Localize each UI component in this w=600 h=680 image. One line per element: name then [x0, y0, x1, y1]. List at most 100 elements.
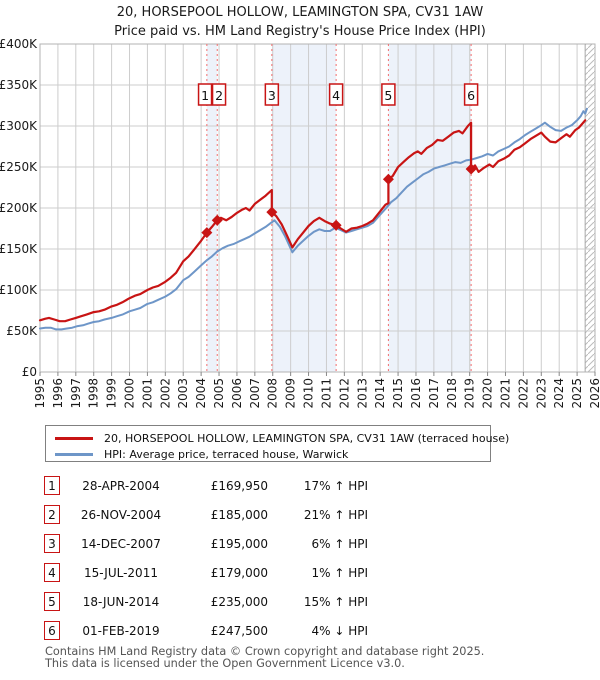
x-axis-tick-label: 2013: [355, 378, 369, 409]
transaction-number-badge: 2: [44, 505, 60, 524]
transaction-price: £235,000: [210, 594, 268, 609]
x-axis-tick-label: 2015: [391, 378, 405, 409]
table-row: 6 01-FEB-2019 £247,500 4% ↓ HPI: [44, 616, 368, 645]
x-axis-tick-label: 2020: [481, 378, 495, 409]
table-row: 5 18-JUN-2014 £235,000 15% ↑ HPI: [44, 587, 368, 616]
x-axis-tick-label: 2009: [284, 378, 298, 409]
transaction-price: £179,000: [210, 565, 268, 580]
hpi-line-swatch: [55, 452, 93, 456]
transaction-marker: [330, 219, 342, 231]
x-axis-tick-label: 2010: [302, 378, 316, 409]
x-axis-tick-label: 2017: [427, 378, 441, 409]
x-axis-tick-label: 2014: [373, 378, 387, 409]
x-axis-tick-label: 2001: [140, 378, 154, 409]
transaction-price: £169,950: [210, 478, 268, 493]
transaction-label: 4: [332, 88, 340, 103]
y-axis-tick-label: £50K: [6, 324, 38, 338]
x-axis-tick-label: 2023: [534, 378, 548, 409]
x-axis-tick-label: 2011: [319, 378, 333, 409]
x-axis-tick-label: 2016: [409, 378, 423, 409]
transaction-hpi-delta: 4% ↓ HPI: [311, 623, 368, 638]
transaction-date: 18-JUN-2014: [82, 594, 160, 609]
x-axis-tick-label: 1996: [51, 378, 65, 409]
x-axis-tick-label: 2006: [230, 378, 244, 409]
transaction-table: 1 28-APR-2004 £169,950 17% ↑ HPI 2 26-NO…: [44, 471, 368, 645]
y-axis-tick-label: £400K: [0, 37, 38, 51]
series-line-hpi: [39, 107, 588, 331]
transaction-marker: [382, 173, 394, 185]
legend-row-property: 20, HORSEPOOL HOLLOW, LEAMINGTON SPA, CV…: [55, 430, 509, 446]
footer-line2: This data is licensed under the Open Gov…: [45, 656, 405, 670]
table-row: 3 14-DEC-2007 £195,000 6% ↑ HPI: [44, 529, 368, 558]
legend-row-hpi: HPI: Average price, terraced house, Warw…: [55, 446, 490, 462]
x-axis-tick-label: 1999: [105, 378, 119, 409]
transaction-label: 6: [467, 88, 475, 103]
transaction-number-badge: 5: [44, 592, 60, 611]
transaction-label-box: [264, 83, 280, 106]
transaction-marker: [201, 227, 213, 239]
legend-label-hpi: HPI: Average price, terraced house, Warw…: [104, 447, 349, 461]
transaction-price: £247,500: [210, 623, 268, 638]
x-axis-tick-label: 2004: [194, 378, 208, 409]
transaction-hpi-delta: 17% ↑ HPI: [303, 478, 368, 493]
y-axis-tick-label: £0: [22, 365, 37, 379]
transaction-date: 26-NOV-2004: [80, 507, 162, 522]
transaction-label-box: [328, 83, 344, 106]
x-axis-tick-label: 2026: [588, 378, 600, 409]
price-history-chart: 1 2 3 4 5 6 £0 £50K £100K £150K £200K £250K £300K £35…: [0, 37, 600, 409]
chart-title-line2: Price paid vs. HM Land Registry's House …: [114, 24, 486, 39]
transaction-marker: [211, 214, 223, 226]
transaction-date: 28-APR-2004: [82, 478, 160, 493]
transaction-label-box: [211, 83, 227, 106]
x-axis-tick-label: 1997: [69, 378, 83, 409]
x-axis-tick-label: 2005: [212, 378, 226, 409]
transaction-label: 2: [215, 88, 223, 103]
transaction-label: 3: [268, 88, 276, 103]
transaction-number-badge: 4: [44, 563, 60, 582]
transaction-hpi-delta: 6% ↑ HPI: [311, 536, 368, 551]
x-axis-tick-label: 2018: [445, 378, 459, 409]
x-axis-tick-label: 2025: [570, 378, 584, 409]
transaction-number-badge: 1: [44, 476, 60, 495]
footer-line1: Contains HM Land Registry data © Crown c…: [45, 645, 485, 658]
transaction-date: 01-FEB-2019: [82, 623, 160, 638]
y-axis-tick-label: £250K: [0, 160, 38, 174]
legend-label-property: 20, HORSEPOOL HOLLOW, LEAMINGTON SPA, CV…: [104, 431, 510, 445]
transaction-date: 14-DEC-2007: [81, 536, 161, 551]
x-axis-tick-label: 2003: [176, 378, 190, 409]
chart-title: 20, HORSEPOOL HOLLOW, LEAMINGTON SPA, CV…: [0, 3, 600, 41]
transaction-hpi-delta: 15% ↑ HPI: [303, 594, 368, 609]
x-axis-tick-label: 1995: [33, 378, 47, 409]
x-axis-tick-label: 2019: [463, 378, 477, 409]
property-line-swatch: [55, 436, 93, 440]
transaction-date: 15-JUL-2011: [84, 565, 158, 580]
y-axis-tick-label: £100K: [0, 283, 38, 297]
transaction-hpi-delta: 1% ↑ HPI: [311, 565, 368, 580]
x-axis-tick-label: 1998: [87, 378, 101, 409]
x-axis-tick-label: 2022: [516, 378, 530, 409]
y-axis-tick-label: £350K: [0, 78, 38, 92]
transaction-marker: [465, 163, 477, 175]
x-axis-tick-label: 2012: [337, 378, 351, 409]
transaction-label: 1: [201, 88, 209, 103]
transaction-price: £185,000: [210, 507, 268, 522]
x-axis-tick-label: 2008: [266, 378, 280, 409]
y-axis-tick-label: £150K: [0, 242, 38, 256]
table-row: 4 15-JUL-2011 £179,000 1% ↑ HPI: [44, 558, 368, 587]
transaction-label-box: [463, 83, 479, 106]
transaction-label-box: [381, 83, 396, 106]
table-row: 2 26-NOV-2004 £185,000 21% ↑ HPI: [44, 500, 368, 529]
transaction-hpi-delta: 21% ↑ HPI: [303, 507, 368, 522]
x-axis-tick-label: 2000: [123, 378, 137, 409]
y-axis-tick-label: £300K: [0, 119, 38, 133]
transaction-label: 5: [384, 88, 392, 103]
x-axis-tick-label: 2007: [248, 378, 262, 409]
table-row: 1 28-APR-2004 £169,950 17% ↑ HPI: [44, 471, 368, 500]
copyright-footer: Contains HM Land Registry data © Crown c…: [45, 646, 484, 669]
series-line-property: [38, 119, 587, 323]
x-axis-tick-label: 2024: [552, 378, 566, 409]
plot-border: [39, 43, 596, 373]
x-axis-tick-label: 2002: [158, 378, 172, 409]
transaction-price: £195,000: [210, 536, 268, 551]
